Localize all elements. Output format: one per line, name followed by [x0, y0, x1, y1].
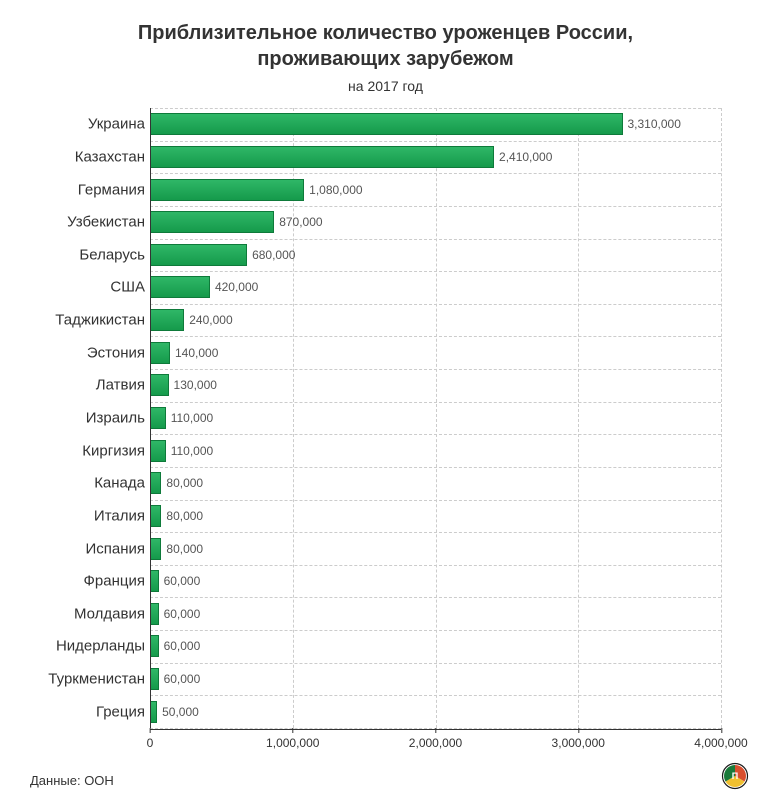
bar: 870,000	[150, 211, 274, 233]
bar: 60,000	[150, 668, 159, 690]
bar-row: Израиль110,000	[150, 402, 721, 435]
bar-value-label: 60,000	[158, 672, 201, 686]
chart-title: Приблизительное количество уроженцев Рос…	[30, 20, 741, 72]
y-axis-label: Греция	[35, 703, 150, 720]
bar-row: США420,000	[150, 271, 721, 304]
title-line-1: Приблизительное количество уроженцев Рос…	[138, 22, 633, 44]
bar: 2,410,000	[150, 146, 494, 168]
y-axis-label: Беларусь	[35, 246, 150, 263]
bar: 60,000	[150, 603, 159, 625]
bar-value-label: 420,000	[209, 280, 258, 294]
bar-value-label: 50,000	[156, 705, 199, 719]
y-axis-label: Израиль	[35, 409, 150, 426]
bar: 140,000	[150, 342, 170, 364]
y-axis-label: Таджикистан	[35, 312, 150, 329]
bar: 80,000	[150, 472, 161, 494]
bar-value-label: 60,000	[158, 639, 201, 653]
x-ticks: 01,000,0002,000,0003,000,0004,000,000	[150, 728, 721, 748]
y-axis-label: Италия	[35, 507, 150, 524]
y-axis-label: Латвия	[35, 377, 150, 394]
y-axis-label: Франция	[35, 573, 150, 590]
y-axis-label: США	[35, 279, 150, 296]
y-axis-label: Канада	[35, 475, 150, 492]
bar-row: Казахстан2,410,000	[150, 141, 721, 174]
title-line-2: проживающих зарубежом	[257, 48, 513, 70]
y-axis-label: Туркменистан	[35, 671, 150, 688]
bar-value-label: 80,000	[160, 542, 203, 556]
bar: 110,000	[150, 407, 166, 429]
bar: 60,000	[150, 635, 159, 657]
bar: 130,000	[150, 374, 169, 396]
bar-value-label: 130,000	[168, 378, 217, 392]
v-gridline	[721, 108, 722, 728]
bar-value-label: 80,000	[160, 476, 203, 490]
x-tick-label: 4,000,000	[694, 728, 747, 750]
y-axis-label: Испания	[35, 540, 150, 557]
y-axis-label: Эстония	[35, 344, 150, 361]
chart-subtitle: на 2017 год	[30, 78, 741, 94]
bar: 60,000	[150, 570, 159, 592]
bar-row: Беларусь680,000	[150, 239, 721, 272]
bar-row: Киргизия110,000	[150, 434, 721, 467]
bar: 240,000	[150, 309, 184, 331]
y-axis-label: Нидерланды	[35, 638, 150, 655]
svg-text:П: П	[732, 771, 738, 781]
bar-row: Молдавия60,000	[150, 597, 721, 630]
y-axis-label: Молдавия	[35, 605, 150, 622]
bar-value-label: 680,000	[246, 248, 295, 262]
bar: 3,310,000	[150, 113, 623, 135]
bar-value-label: 240,000	[183, 313, 232, 327]
bar: 1,080,000	[150, 179, 304, 201]
bar-row: Латвия130,000	[150, 369, 721, 402]
bar-row: Франция60,000	[150, 565, 721, 598]
bar-row: Таджикистан240,000	[150, 304, 721, 337]
bars-container: Украина3,310,000Казахстан2,410,000Герман…	[150, 108, 721, 728]
bar: 50,000	[150, 701, 157, 723]
x-tick-label: 0	[147, 728, 154, 750]
bar-value-label: 3,310,000	[622, 117, 681, 131]
chart-container: Приблизительное количество уроженцев Рос…	[0, 0, 771, 800]
bar-row: Украина3,310,000	[150, 108, 721, 141]
x-tick-label: 1,000,000	[266, 728, 319, 750]
bar-row: Испания80,000	[150, 532, 721, 565]
x-tick-label: 3,000,000	[552, 728, 605, 750]
source-text: Данные: ООН	[30, 773, 114, 788]
y-axis-label: Германия	[35, 181, 150, 198]
x-tick-label: 2,000,000	[409, 728, 462, 750]
bar: 110,000	[150, 440, 166, 462]
y-axis-label: Киргизия	[35, 442, 150, 459]
bar-row: Туркменистан60,000	[150, 663, 721, 696]
bar: 80,000	[150, 538, 161, 560]
bar: 80,000	[150, 505, 161, 527]
bar-value-label: 80,000	[160, 509, 203, 523]
bar-row: Греция50,000	[150, 695, 721, 728]
bar-value-label: 60,000	[158, 607, 201, 621]
bar-value-label: 2,410,000	[493, 150, 552, 164]
y-axis-label: Казахстан	[35, 148, 150, 165]
bar-value-label: 60,000	[158, 574, 201, 588]
bar-value-label: 870,000	[273, 215, 322, 229]
y-axis-label: Узбекистан	[35, 214, 150, 231]
plot-area: Украина3,310,000Казахстан2,410,000Герман…	[150, 108, 721, 728]
bar-row: Узбекистан870,000	[150, 206, 721, 239]
bar-value-label: 110,000	[165, 444, 214, 458]
bar-row: Италия80,000	[150, 500, 721, 533]
bar: 680,000	[150, 244, 247, 266]
bar-row: Канада80,000	[150, 467, 721, 500]
bar-value-label: 140,000	[169, 346, 218, 360]
bar-row: Эстония140,000	[150, 336, 721, 369]
y-axis-label: Украина	[35, 116, 150, 133]
logo-icon: П	[721, 762, 749, 790]
bar: 420,000	[150, 276, 210, 298]
bar-row: Нидерланды60,000	[150, 630, 721, 663]
bar-value-label: 110,000	[165, 411, 214, 425]
bar-value-label: 1,080,000	[303, 183, 362, 197]
y-axis	[150, 108, 151, 728]
bar-row: Германия1,080,000	[150, 173, 721, 206]
